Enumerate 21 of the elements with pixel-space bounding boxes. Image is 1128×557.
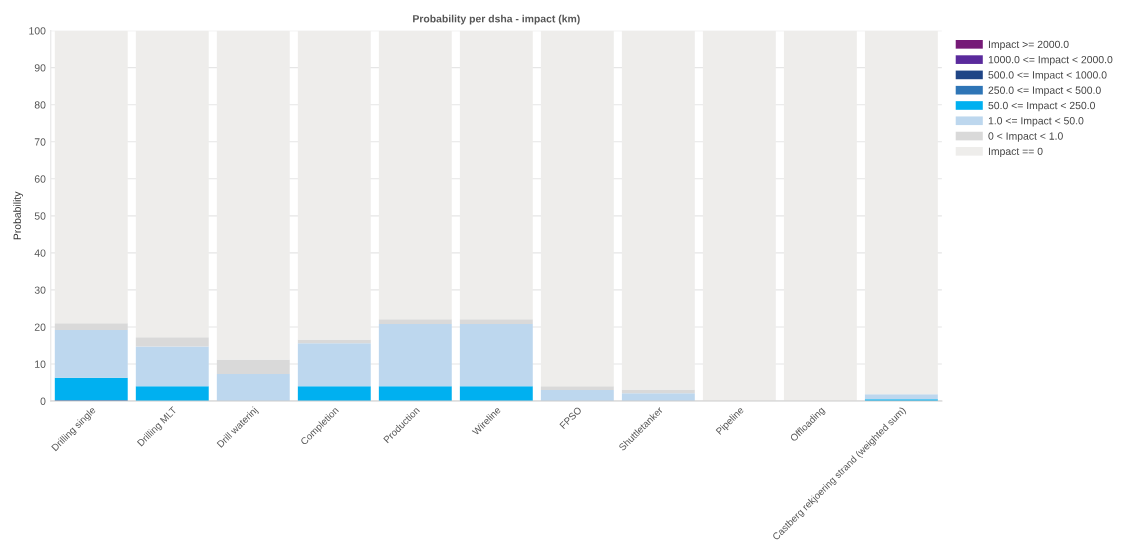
legend-label: 1000.0 <= Impact < 2000.0 — [988, 55, 1113, 66]
y-tick-label: 50 — [34, 212, 46, 220]
chart-title: Probability per dsha - impact (km) — [413, 14, 580, 25]
y-tick-label: 0 — [40, 397, 46, 405]
legend-label: Impact == 0 — [988, 147, 1043, 158]
y-tick-label: 70 — [34, 138, 46, 146]
y-tick-label: 60 — [34, 175, 46, 183]
y-tick-label: 20 — [34, 323, 46, 331]
legend-label: Impact >= 2000.0 — [988, 40, 1069, 51]
y-tick-label: 80 — [34, 101, 46, 109]
y-tick-label: 10 — [35, 360, 46, 368]
y-tick-label: 90 — [34, 64, 46, 72]
y-tick-label: 40 — [34, 249, 46, 257]
legend-label: 250.0 <= Impact < 500.0 — [988, 86, 1101, 96]
y-tick-label: 30 — [34, 286, 46, 294]
legend-label: 1.0 <= Impact < 50.0 — [988, 117, 1084, 127]
y-axis-title: Probability — [13, 191, 23, 240]
legend-label: 0 < Impact < 1.0 — [988, 132, 1063, 142]
legend-label: 50.0 <= Impact < 250.0 — [988, 101, 1096, 112]
legend-label: 500.0 <= Impact < 1000.0 — [988, 71, 1107, 81]
y-tick-label: 100 — [29, 27, 46, 35]
